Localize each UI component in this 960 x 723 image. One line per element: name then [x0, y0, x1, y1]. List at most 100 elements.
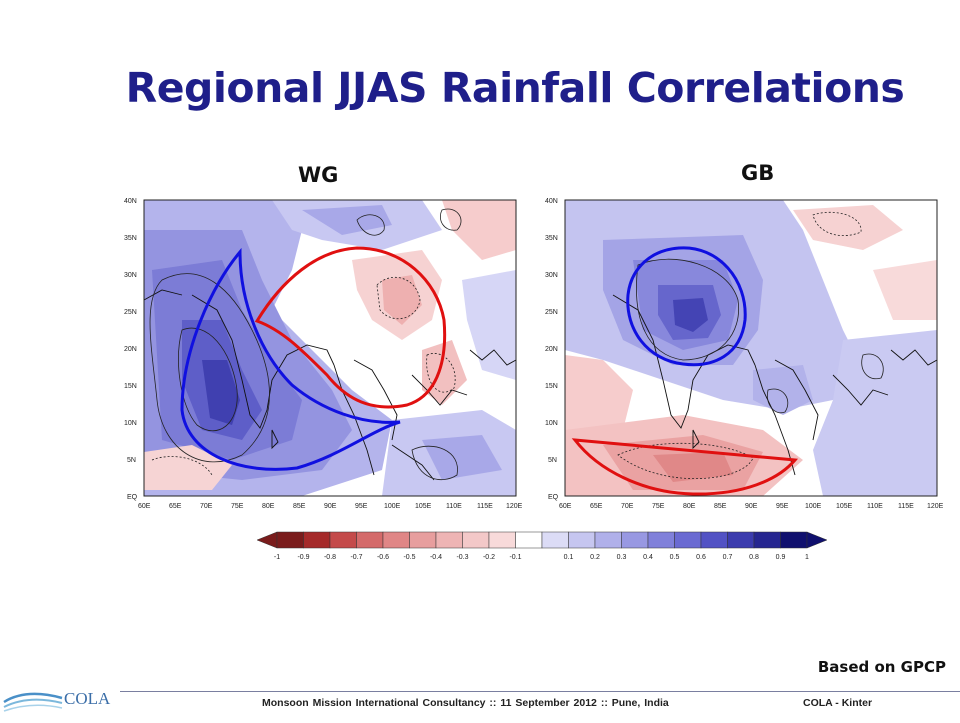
- x-tick: 90E: [324, 503, 337, 510]
- colorbar-segment: [276, 531, 304, 549]
- colorbar-segment: [356, 531, 384, 549]
- x-tick: 80E: [262, 503, 275, 510]
- x-tick: 100E: [805, 503, 822, 510]
- y-axis-labels-gb: 40N 35N 30N 25N 20N 15N 10N 5N EQ: [545, 198, 559, 501]
- colorbar-label: -0.4: [430, 554, 442, 561]
- x-tick: 120E: [927, 503, 944, 510]
- colorbar-label: -0.3: [456, 554, 468, 561]
- x-tick: 110E: [446, 503, 462, 510]
- y-tick: 35N: [545, 235, 558, 242]
- colorbar-label: 0.8: [749, 554, 759, 561]
- x-tick: 70E: [200, 503, 213, 510]
- y-tick: 35N: [124, 235, 137, 242]
- y-tick: 15N: [124, 383, 137, 390]
- y-tick: 30N: [124, 272, 137, 279]
- x-axis-labels-gb: 60E 65E 70E 75E 80E 85E 90E 95E 100E 105…: [559, 503, 944, 510]
- colorbar-label: 0.9: [776, 554, 786, 561]
- x-tick: 90E: [745, 503, 758, 510]
- region-outline-red: [571, 438, 799, 496]
- y-tick: 15N: [545, 383, 558, 390]
- colorbar-label: -0.8: [324, 554, 336, 561]
- y-tick: 20N: [545, 346, 558, 353]
- colorbar-arrow-left: [256, 531, 278, 549]
- x-tick: 120E: [506, 503, 523, 510]
- region-outline-blue: [180, 247, 401, 471]
- colorbar-label: 0.7: [723, 554, 733, 561]
- colorbar-segment: [541, 531, 569, 549]
- footer-divider: [120, 691, 960, 692]
- y-tick: 5N: [548, 457, 557, 464]
- map-panel-gb: 40N 35N 30N 25N 20N 15N 10N 5N EQ 60E 65…: [543, 190, 953, 515]
- colorbar-arrow-right: [806, 531, 828, 549]
- colorbar-segment: [700, 531, 728, 549]
- map-panel-wg: 40N 35N 30N 25N 20N 15N 10N 5N EQ 60E 65…: [122, 190, 532, 515]
- x-tick: 65E: [169, 503, 182, 510]
- panel-label-wg: WG: [298, 163, 339, 187]
- colorbar-segment: [462, 531, 490, 549]
- colorbar-segment: [647, 531, 675, 549]
- colorbar-segment: [594, 531, 622, 549]
- colorbar-segment: [727, 531, 755, 549]
- x-tick: 115E: [898, 503, 914, 510]
- colorbar-label: -0.9: [297, 554, 309, 561]
- x-tick: 105E: [836, 503, 853, 510]
- x-tick: 95E: [776, 503, 789, 510]
- panel-label-gb: GB: [741, 161, 775, 185]
- y-tick: 40N: [545, 198, 558, 205]
- x-tick: 75E: [231, 503, 244, 510]
- x-tick: 80E: [683, 503, 696, 510]
- colorbar-segment: [674, 531, 702, 549]
- colorbar-segment: [780, 531, 808, 549]
- colorbar-label: 0.1: [564, 554, 574, 561]
- colorbar-label: -0.1: [509, 554, 521, 561]
- x-tick: 60E: [138, 503, 151, 510]
- x-tick: 70E: [621, 503, 634, 510]
- colorbar-label: -0.2: [483, 554, 495, 561]
- y-tick: 30N: [545, 272, 558, 279]
- colorbar-label: -0.7: [350, 554, 362, 561]
- x-tick: 85E: [714, 503, 727, 510]
- colorbar-label: 1: [805, 554, 809, 561]
- footer-text: Monsoon Mission International Consultanc…: [262, 697, 669, 709]
- y-tick: 40N: [124, 198, 137, 205]
- y-tick: 20N: [124, 346, 137, 353]
- colorbar-segment: [409, 531, 437, 549]
- colorbar-label: 0.3: [617, 554, 627, 561]
- slide-title: Regional JJAS Rainfall Correlations: [125, 64, 905, 112]
- y-tick: 10N: [124, 420, 137, 427]
- colorbar-segment: [329, 531, 357, 549]
- colorbar-segment: [515, 531, 543, 549]
- correlation-field-wg: [144, 200, 516, 496]
- y-tick: EQ: [548, 494, 559, 501]
- source-note: Based on GPCP: [817, 658, 946, 676]
- colorbar-segment: [435, 531, 463, 549]
- cola-logo: COLA: [0, 678, 125, 723]
- colorbar-label: -1: [274, 554, 280, 561]
- colorbar-segment: [753, 531, 781, 549]
- y-axis-labels-wg: 40N 35N 30N 25N 20N 15N 10N 5N EQ: [124, 198, 138, 501]
- logo-text: COLA: [64, 689, 111, 708]
- x-tick: 110E: [867, 503, 883, 510]
- colorbar-segment: [568, 531, 596, 549]
- colorbar-label: -0.6: [377, 554, 389, 561]
- colorbar-segment: [382, 531, 410, 549]
- colorbar-segment: [303, 531, 331, 549]
- x-tick: 60E: [559, 503, 572, 510]
- colorbar-label: 0.4: [643, 554, 653, 561]
- colorbar-label: 0.2: [590, 554, 600, 561]
- x-tick: 95E: [355, 503, 368, 510]
- colorbar: -1 -0.9 -0.8 -0.7 -0.6 -0.5 -0.4 -0.3 -0.2 -0.1 0.…: [255, 528, 830, 573]
- x-tick: 75E: [652, 503, 665, 510]
- colorbar-segment: [488, 531, 516, 549]
- colorbar-label: -0.5: [403, 554, 415, 561]
- colorbar-label: 0.5: [670, 554, 680, 561]
- x-tick: 100E: [384, 503, 401, 510]
- colorbar-segment: [621, 531, 649, 549]
- y-tick: 5N: [127, 457, 136, 464]
- colorbar-label: 0.6: [696, 554, 706, 561]
- y-tick: 25N: [124, 309, 137, 316]
- footer-credit: COLA - Kinter: [803, 697, 873, 709]
- region-outline-blue: [626, 246, 747, 367]
- y-tick: EQ: [127, 494, 138, 501]
- y-tick: 10N: [545, 420, 558, 427]
